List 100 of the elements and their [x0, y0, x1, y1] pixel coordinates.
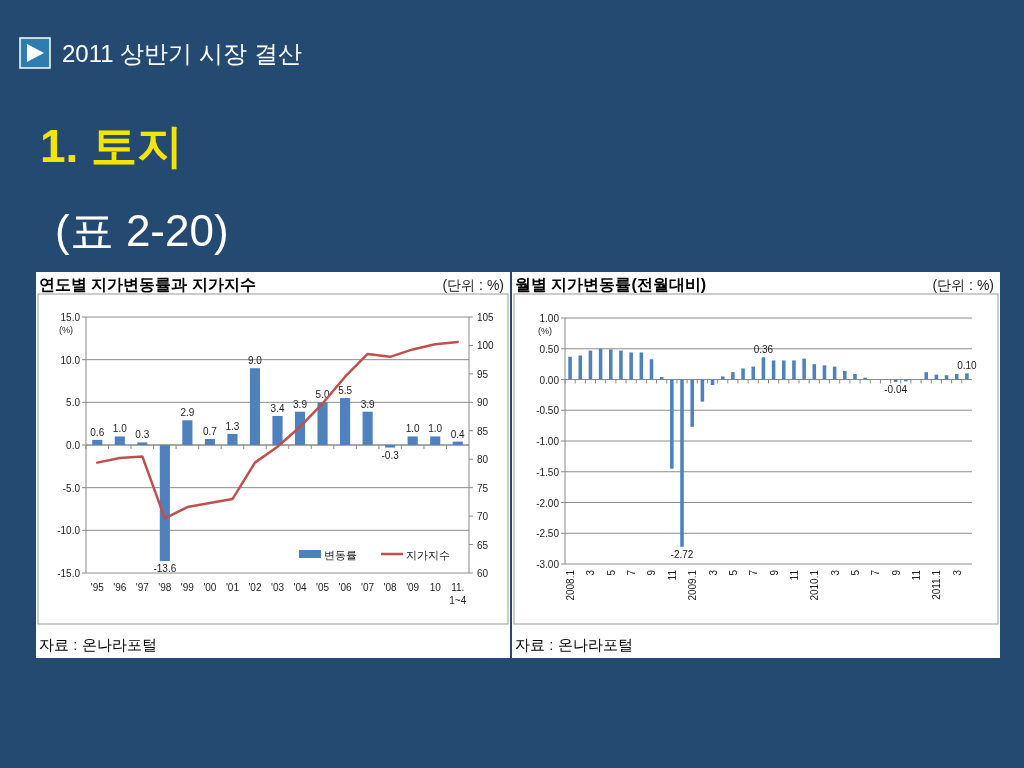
x-tick-label: '01	[225, 582, 240, 593]
x-tick-label: 11. 1~4	[449, 582, 467, 606]
bar	[182, 420, 193, 445]
bar	[340, 398, 351, 445]
data-label: 1.0	[112, 423, 128, 435]
data-label: 3.4	[270, 402, 285, 414]
bar	[792, 360, 796, 380]
bar	[802, 358, 806, 380]
x-tick-label: 10	[429, 582, 442, 593]
bar	[578, 355, 583, 380]
bar	[317, 402, 328, 445]
bar	[944, 375, 949, 380]
y-tick-label: -2.00	[536, 497, 560, 509]
x-tick-label: '02	[248, 582, 262, 593]
x-tick-label: 2011.1	[931, 569, 943, 600]
data-label: 5.5	[338, 385, 353, 397]
x-tick-label: 9	[646, 569, 658, 576]
x-tick-label: 11	[788, 569, 800, 581]
x-tick-label: '99	[180, 582, 195, 593]
y-tick-label: -1.50	[536, 466, 560, 478]
data-label: 9.0	[248, 355, 263, 367]
y2-tick-label: 85	[477, 425, 489, 437]
y-tick-label: 0.50	[539, 343, 560, 355]
legend-label: 지가지수	[406, 549, 450, 561]
text: (표 2-20)	[55, 206, 229, 255]
bar	[720, 376, 725, 380]
y-tick-label: 15.0	[60, 312, 81, 323]
x-tick-label: '07	[361, 582, 375, 593]
bar	[609, 349, 613, 380]
bar	[781, 360, 786, 380]
x-tick-label: 9	[768, 569, 780, 576]
x-tick-label: 7	[626, 569, 638, 576]
x-tick-label: 7	[748, 569, 760, 576]
bar	[924, 372, 928, 380]
text: 2011 상반기 시장 결산	[62, 40, 302, 67]
y2-tick-label: 75	[477, 482, 489, 494]
x-tick-label: '97	[135, 582, 150, 593]
bar	[227, 433, 238, 445]
x-tick-label: '00	[203, 582, 217, 593]
y-tick-label: 1.00	[539, 313, 560, 324]
x-tick-label: 5	[849, 569, 861, 576]
x-tick-label: '09	[406, 582, 420, 593]
data-label: -2.72	[670, 548, 694, 560]
y-tick-label: -1.00	[536, 436, 560, 447]
y-tick-label: -0.50	[536, 405, 560, 417]
y2-tick-label: 105	[477, 312, 495, 323]
bar	[629, 352, 633, 380]
y-axis-title: (%)	[59, 325, 73, 335]
bar	[731, 372, 735, 380]
x-tick-label: 9	[890, 569, 902, 576]
bar	[92, 439, 103, 445]
x-tick-label: '96	[113, 582, 127, 593]
y-tick-label: -10.0	[57, 525, 81, 537]
bar	[159, 445, 170, 562]
bar	[741, 368, 745, 380]
legend-label: 변동률	[324, 549, 357, 561]
data-label: 0.6	[90, 426, 105, 438]
y-tick-label: 0.0	[66, 440, 81, 451]
data-label: 0.3	[135, 429, 150, 441]
bar	[385, 445, 396, 448]
bar	[954, 373, 959, 380]
bar	[690, 379, 694, 427]
x-tick-label: 3	[951, 569, 963, 576]
y2-tick-label: 80	[477, 454, 489, 466]
y-tick-label: -15.0	[57, 568, 81, 579]
data-label: -13.6	[153, 563, 177, 575]
data-label: 3.9	[360, 398, 375, 410]
y-tick-label: 0.00	[539, 374, 560, 386]
y-tick-label: 10.0	[60, 354, 81, 366]
x-tick-label: '95	[90, 582, 105, 593]
text: 1. 토지	[40, 120, 184, 172]
bar	[430, 436, 441, 445]
y-tick-label: -2.50	[536, 528, 560, 540]
data-label: 2.9	[180, 407, 195, 419]
x-tick-label: 2009.1	[687, 569, 699, 601]
data-label: 0.7	[202, 426, 218, 438]
y2-tick-label: 65	[477, 539, 489, 551]
bar	[670, 379, 674, 469]
data-label: 0.4	[450, 428, 466, 440]
bar	[137, 442, 148, 445]
y-tick-label: -3.00	[536, 559, 560, 570]
data-label: -0.04	[884, 383, 908, 395]
bar	[272, 415, 283, 445]
bar	[407, 436, 418, 445]
x-tick-label: '06	[338, 582, 353, 593]
x-tick-label: '04	[293, 582, 307, 593]
y-axis-title: (%)	[538, 326, 552, 336]
x-tick-label: 7	[870, 569, 882, 576]
chart-subtitle: (단위 : %)	[442, 277, 504, 293]
bar	[751, 366, 756, 380]
x-tick-label: '08	[383, 582, 398, 593]
chart-title: 월별 지가변동률(전월대비)	[515, 276, 707, 293]
bar	[114, 436, 125, 445]
chart-subtitle: (단위 : %)	[932, 277, 994, 293]
bar	[843, 370, 847, 380]
x-tick-label: '98	[158, 582, 172, 593]
data-label: 1.0	[428, 423, 443, 435]
y2-tick-label: 95	[477, 368, 489, 380]
data-label: 0.10	[957, 360, 978, 372]
bar	[965, 373, 969, 380]
